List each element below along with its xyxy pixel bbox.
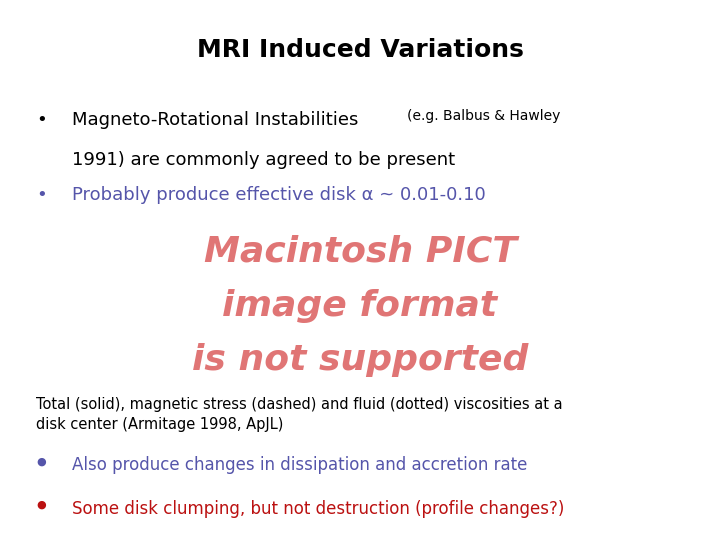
Text: (e.g. Balbus & Hawley: (e.g. Balbus & Hawley: [407, 109, 560, 123]
Text: Also produce changes in dissipation and accretion rate: Also produce changes in dissipation and …: [72, 456, 527, 474]
Text: Total (solid), magnetic stress (dashed) and fluid (dotted) viscosities at a
disk: Total (solid), magnetic stress (dashed) …: [36, 397, 562, 433]
Text: Magneto-Rotational Instabilities: Magneto-Rotational Instabilities: [72, 111, 364, 129]
Text: Some disk clumping, but not destruction (profile changes?): Some disk clumping, but not destruction …: [72, 500, 564, 517]
Text: •: •: [36, 186, 47, 204]
Text: image format: image format: [222, 289, 498, 323]
Text: 1991) are commonly agreed to be present: 1991) are commonly agreed to be present: [72, 151, 455, 169]
Text: ●: ●: [36, 456, 46, 467]
Text: •: •: [36, 111, 47, 129]
Text: MRI Induced Variations: MRI Induced Variations: [197, 38, 523, 62]
Text: is not supported: is not supported: [192, 343, 528, 377]
Text: Macintosh PICT: Macintosh PICT: [204, 235, 516, 269]
Text: Probably produce effective disk α ~ 0.01-0.10: Probably produce effective disk α ~ 0.01…: [72, 186, 486, 204]
Text: ●: ●: [36, 500, 46, 510]
